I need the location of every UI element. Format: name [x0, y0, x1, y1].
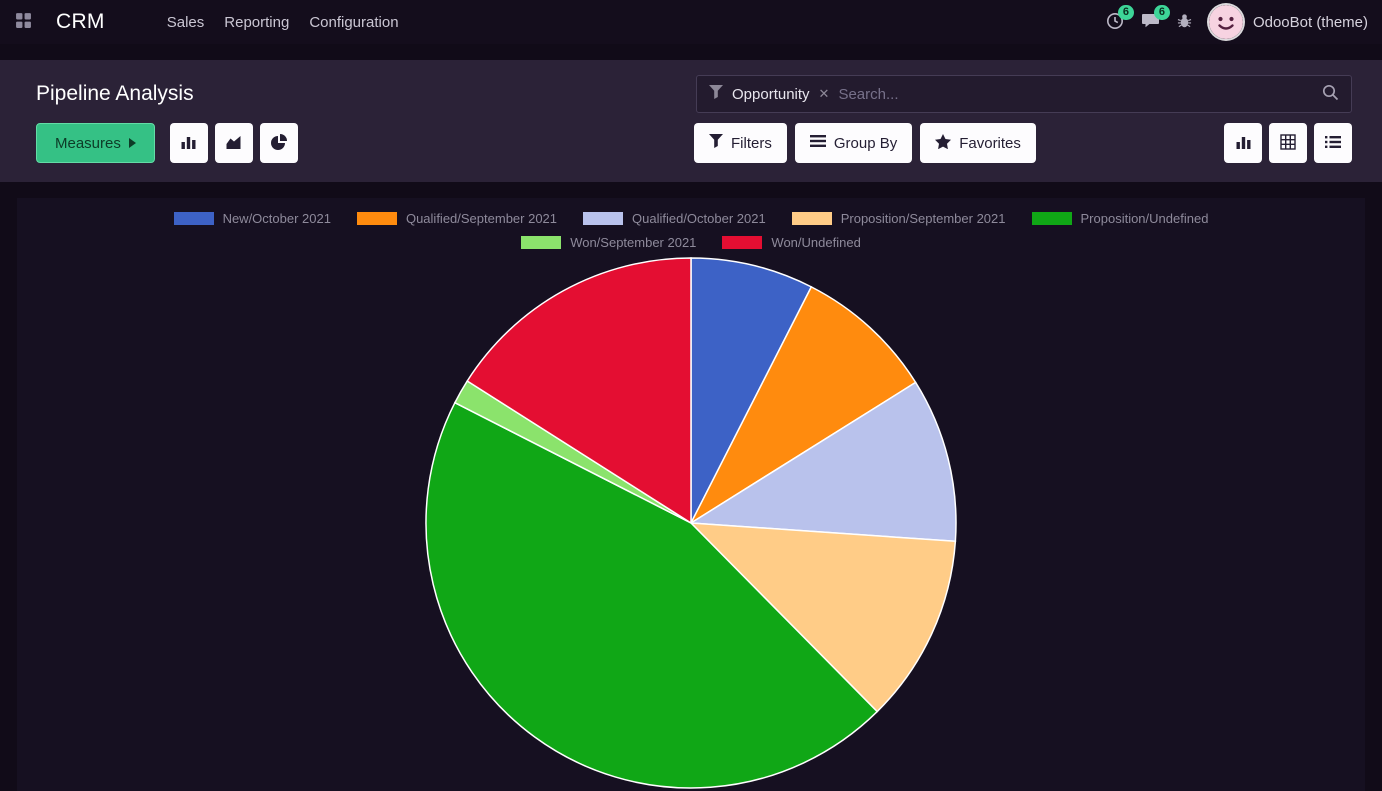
search-options: Filters Group By Favorites [694, 123, 1036, 163]
messages-badge: 6 [1153, 4, 1170, 20]
group-by-button[interactable]: Group By [794, 123, 913, 163]
list-view-button[interactable] [1314, 123, 1352, 163]
legend-item[interactable]: Proposition/September 2021 [791, 211, 1006, 226]
control-panel: Pipeline Analysis Opportunity ✕ Measures [0, 60, 1382, 182]
chart-legend: New/October 2021 Qualified/September 2021… [36, 198, 1346, 250]
bars-icon [809, 134, 826, 152]
pie-chart-type-button[interactable] [259, 123, 298, 163]
area-chart-icon [225, 134, 242, 153]
legend-label: Won/September 2021 [570, 235, 697, 250]
pivot-view-button[interactable] [1269, 123, 1307, 163]
user-menu[interactable]: OdooBot (theme) [1208, 5, 1368, 39]
area-chart-type-button[interactable] [214, 123, 253, 163]
navbar-right: 6 6 OdooBot (theme) [1106, 4, 1368, 39]
search-facet-label: Opportunity [732, 85, 810, 103]
apps-grid-icon [15, 12, 32, 32]
pie-slice[interactable] [688, 381, 957, 543]
pie-slice[interactable] [690, 257, 813, 524]
chart-type-switcher [169, 123, 298, 163]
legend-item[interactable]: Won/September 2021 [521, 235, 696, 250]
legend-item[interactable]: Qualified/September 2021 [356, 211, 558, 226]
legend-label: New/October 2021 [222, 211, 331, 226]
graph-view-button[interactable] [1224, 123, 1262, 163]
activities-badge: 6 [1117, 4, 1134, 20]
filters-button[interactable]: Filters [694, 123, 787, 163]
search-button[interactable] [1322, 84, 1339, 104]
bar-chart-view-icon [1235, 134, 1252, 153]
legend-label: Proposition/September 2021 [840, 211, 1006, 226]
legend-swatch [791, 212, 832, 225]
legend-item[interactable]: Proposition/Undefined [1031, 211, 1209, 226]
menu-item-sales[interactable]: Sales [166, 13, 205, 31]
clock-icon [1106, 12, 1124, 33]
filters-label: Filters [731, 134, 772, 152]
legend-swatch [722, 236, 763, 249]
star-icon [935, 133, 952, 153]
funnel-icon [709, 134, 723, 152]
legend-swatch [173, 212, 214, 225]
user-name: OdooBot (theme) [1252, 13, 1368, 31]
favorites-button[interactable]: Favorites [920, 123, 1036, 163]
legend-swatch [521, 236, 562, 249]
pie-slice[interactable] [466, 257, 692, 525]
filter-funnel-icon [709, 84, 723, 104]
chart-controls: Measures [36, 123, 694, 163]
legend-swatch [1031, 212, 1072, 225]
legend-label: Proposition/Undefined [1080, 211, 1209, 226]
pie-slice[interactable] [425, 401, 879, 789]
navbar-left: CRM Sales Reporting Configuration [10, 9, 399, 35]
pivot-view-icon [1280, 133, 1296, 153]
pie-slice[interactable] [689, 522, 957, 713]
menu-item-configuration[interactable]: Configuration [309, 13, 399, 31]
search-bar[interactable]: Opportunity ✕ [696, 75, 1352, 113]
remove-facet-icon[interactable]: ✕ [818, 86, 830, 101]
view-switcher [1224, 123, 1352, 163]
legend-label: Qualified/September 2021 [405, 211, 558, 226]
bug-icon [1177, 13, 1192, 32]
app-name[interactable]: CRM [56, 10, 105, 33]
legend-item[interactable]: Qualified/October 2021 [583, 211, 766, 226]
legend-swatch [583, 212, 624, 225]
menu-item-reporting[interactable]: Reporting [224, 13, 290, 31]
search-facet: Opportunity ✕ [732, 86, 829, 103]
pipeline-analysis-chart: New/October 2021 Qualified/September 2021… [17, 198, 1365, 791]
bar-chart-icon [180, 134, 197, 153]
legend-swatch [356, 212, 397, 225]
pie-chart [425, 257, 957, 789]
legend-item[interactable]: Won/Undefined [722, 235, 861, 250]
search-input[interactable] [838, 85, 1313, 103]
caret-right-icon [128, 135, 136, 152]
page-title: Pipeline Analysis [36, 82, 194, 105]
pie-chart-icon [270, 133, 287, 153]
group-by-label: Group By [833, 134, 898, 152]
measures-button[interactable]: Measures [36, 123, 155, 163]
bar-chart-type-button[interactable] [169, 123, 208, 163]
magnifier-icon [1322, 84, 1339, 104]
top-menu: Sales Reporting Configuration [167, 14, 399, 31]
legend-label: Won/Undefined [771, 235, 861, 250]
apps-menu-button[interactable] [10, 9, 36, 35]
top-navbar: CRM Sales Reporting Configuration 6 6 [0, 0, 1382, 44]
pie-slice[interactable] [689, 285, 917, 526]
legend-label: Qualified/October 2021 [632, 211, 766, 226]
legend-item[interactable]: New/October 2021 [173, 211, 331, 226]
measures-label: Measures [55, 134, 121, 152]
debug-button[interactable] [1177, 13, 1192, 32]
messages-button[interactable]: 6 [1141, 4, 1170, 33]
list-view-icon [1325, 135, 1341, 152]
avatar [1208, 5, 1243, 39]
activities-button[interactable]: 6 [1106, 4, 1134, 33]
favorites-label: Favorites [959, 134, 1021, 152]
